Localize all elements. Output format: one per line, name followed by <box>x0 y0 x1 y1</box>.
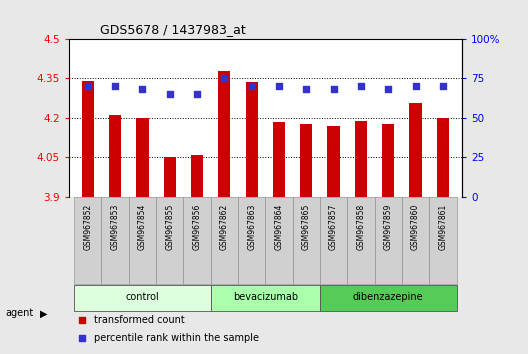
Point <box>411 84 420 89</box>
Bar <box>320 197 347 284</box>
Bar <box>156 197 183 284</box>
Bar <box>382 125 394 197</box>
Bar <box>74 285 211 311</box>
Point <box>83 84 92 89</box>
Bar <box>211 197 238 284</box>
Bar <box>347 197 374 284</box>
Text: GSM967863: GSM967863 <box>247 204 256 250</box>
Point <box>193 91 201 97</box>
Point <box>78 317 87 322</box>
Bar <box>74 197 101 284</box>
Text: dibenzazepine: dibenzazepine <box>353 292 423 302</box>
Bar <box>437 118 449 197</box>
Point <box>302 87 310 92</box>
Text: agent: agent <box>5 308 34 318</box>
Point <box>138 87 147 92</box>
Text: GSM967852: GSM967852 <box>83 204 92 250</box>
Bar <box>82 81 94 197</box>
Text: ▶: ▶ <box>40 308 47 318</box>
Point <box>165 91 174 97</box>
Bar <box>129 197 156 284</box>
Bar <box>327 126 340 197</box>
Bar <box>409 103 422 197</box>
Text: control: control <box>126 292 159 302</box>
Point <box>275 84 283 89</box>
Point <box>329 87 338 92</box>
Text: percentile rank within the sample: percentile rank within the sample <box>94 333 259 343</box>
Point <box>439 84 447 89</box>
Text: GSM967860: GSM967860 <box>411 204 420 250</box>
Text: GSM967859: GSM967859 <box>384 204 393 250</box>
Text: GSM967853: GSM967853 <box>110 204 119 250</box>
Bar <box>136 118 148 197</box>
Bar <box>211 285 320 311</box>
Point <box>78 335 87 341</box>
Bar <box>238 197 265 284</box>
Point <box>384 87 392 92</box>
Bar <box>109 115 121 197</box>
Bar <box>293 197 320 284</box>
Text: transformed count: transformed count <box>94 315 185 325</box>
Point <box>111 84 119 89</box>
Text: GSM967856: GSM967856 <box>193 204 202 250</box>
Point <box>248 84 256 89</box>
Bar <box>246 82 258 197</box>
Bar <box>164 158 176 197</box>
Text: GSM967858: GSM967858 <box>356 204 365 250</box>
Point <box>220 76 229 81</box>
Text: GDS5678 / 1437983_at: GDS5678 / 1437983_at <box>100 23 246 36</box>
Text: GSM967865: GSM967865 <box>302 204 311 250</box>
Point <box>357 84 365 89</box>
Text: GSM967857: GSM967857 <box>329 204 338 250</box>
Bar <box>300 125 313 197</box>
Bar <box>374 197 402 284</box>
Bar <box>183 197 211 284</box>
Text: GSM967861: GSM967861 <box>438 204 447 250</box>
Text: GSM967854: GSM967854 <box>138 204 147 250</box>
Bar <box>429 197 457 284</box>
Bar <box>273 122 285 197</box>
Bar <box>320 285 457 311</box>
Bar <box>402 197 429 284</box>
Text: GSM967864: GSM967864 <box>275 204 284 250</box>
Bar <box>218 70 231 197</box>
Text: bevacizumab: bevacizumab <box>233 292 298 302</box>
Bar <box>191 155 203 197</box>
Bar <box>101 197 129 284</box>
Bar <box>266 197 293 284</box>
Text: GSM967862: GSM967862 <box>220 204 229 250</box>
Bar <box>355 121 367 197</box>
Text: GSM967855: GSM967855 <box>165 204 174 250</box>
